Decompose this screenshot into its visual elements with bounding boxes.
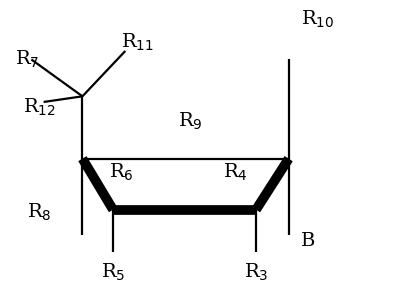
Text: R$_6$: R$_6$: [109, 162, 133, 184]
Text: R$_5$: R$_5$: [101, 261, 125, 283]
Text: R$_8$: R$_8$: [27, 202, 52, 223]
Text: R$_7$: R$_7$: [15, 49, 39, 70]
Text: R$_{12}$: R$_{12}$: [23, 97, 56, 118]
Text: B: B: [300, 232, 315, 250]
Text: R$_4$: R$_4$: [223, 162, 247, 184]
Text: R$_3$: R$_3$: [243, 261, 268, 283]
Text: R$_{10}$: R$_{10}$: [300, 9, 333, 30]
Text: R$_{11}$: R$_{11}$: [121, 32, 154, 53]
Text: R$_9$: R$_9$: [178, 111, 202, 132]
